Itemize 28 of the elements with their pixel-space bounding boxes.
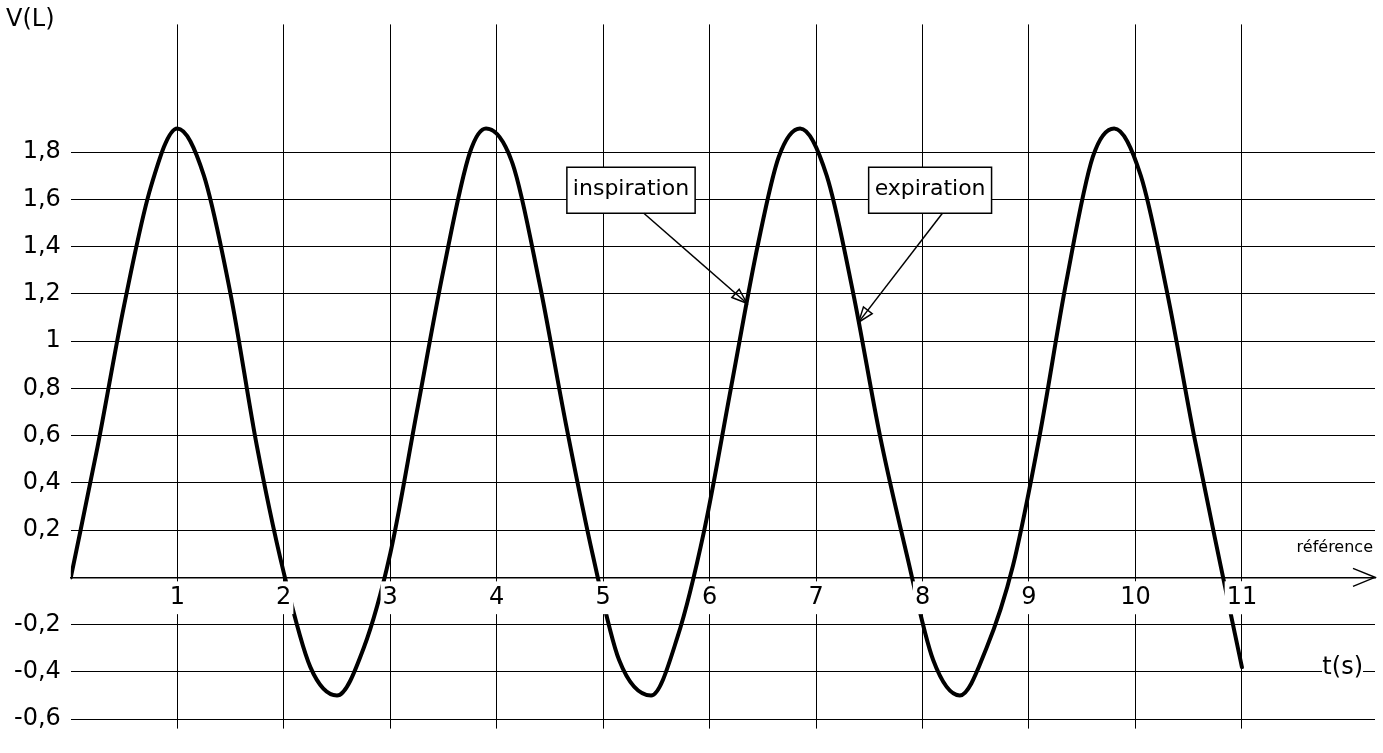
- x-tick-label: 7: [808, 582, 824, 610]
- x-axis-title: t(s): [1322, 652, 1363, 680]
- y-tick-label: 1,8: [22, 136, 61, 165]
- x-tick-label: 3: [382, 582, 398, 610]
- y-tick-label: -0,2: [14, 608, 61, 637]
- y-tick-label: 1,6: [22, 183, 61, 212]
- y-axis-title: V(L): [6, 4, 55, 32]
- y-tick-label: 1,4: [22, 230, 61, 259]
- x-tick-label: 5: [595, 582, 611, 610]
- x-tick-label: 6: [701, 582, 718, 610]
- annotation: expiration: [874, 174, 986, 200]
- x-tick-label: 4: [489, 582, 505, 610]
- annotation: inspiration: [572, 174, 690, 200]
- x-tick-label: 9: [1021, 582, 1037, 610]
- y-tick-label: 0,6: [22, 419, 61, 448]
- y-tick-label: -0,4: [14, 656, 61, 685]
- x-tick-label: 8: [914, 582, 931, 610]
- y-tick-label: 0,4: [22, 467, 61, 496]
- annotation: référence: [1296, 536, 1373, 556]
- y-tick-label: 1,2: [22, 278, 61, 307]
- y-tick-label: 0,8: [22, 372, 61, 401]
- y-tick-label: 0,2: [22, 514, 61, 543]
- x-tick-label: 10: [1120, 582, 1151, 610]
- y-tick-label: -0,6: [14, 703, 61, 732]
- x-tick-label: 1: [169, 582, 185, 610]
- y-tick-label: 1: [45, 325, 61, 354]
- x-tick-label: 11: [1226, 582, 1258, 610]
- x-tick-label: 2: [276, 582, 292, 610]
